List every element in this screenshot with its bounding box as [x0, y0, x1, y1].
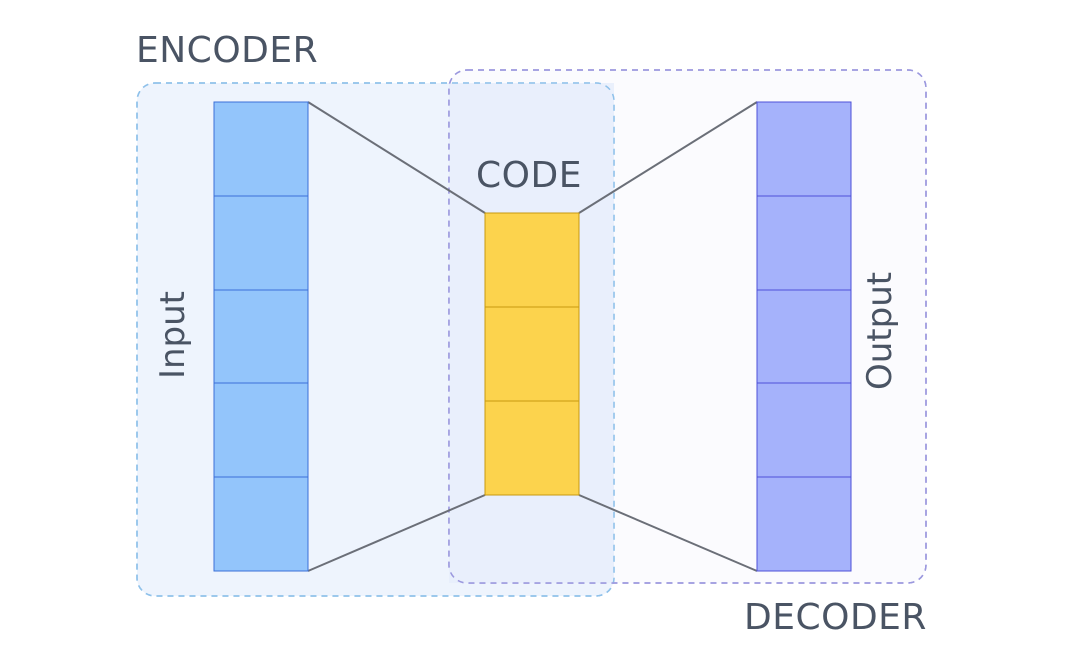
output-cell [756, 195, 852, 291]
input-cell [213, 195, 309, 291]
encoder-label: ENCODER [136, 30, 319, 71]
input-label: Input [153, 290, 193, 380]
decoder-label: DECODER [744, 597, 927, 638]
output-cell [756, 382, 852, 478]
input-layer [213, 101, 309, 572]
connector-input-top [307, 101, 486, 214]
input-cell [213, 476, 309, 572]
connector-input-bottom [307, 494, 486, 572]
input-cell [213, 101, 309, 197]
output-layer [756, 101, 852, 572]
code-layer [484, 212, 580, 496]
code-label: CODE [476, 155, 582, 196]
code-cell [484, 306, 580, 402]
output-label: Output [860, 271, 900, 390]
input-cell [213, 289, 309, 384]
output-cell [756, 289, 852, 384]
code-cell [484, 212, 580, 308]
output-cell [756, 476, 852, 572]
output-cell [756, 101, 852, 197]
code-cell [484, 400, 580, 496]
connector-output-top [578, 101, 758, 214]
connector-output-bottom [578, 494, 758, 572]
input-cell [213, 382, 309, 478]
